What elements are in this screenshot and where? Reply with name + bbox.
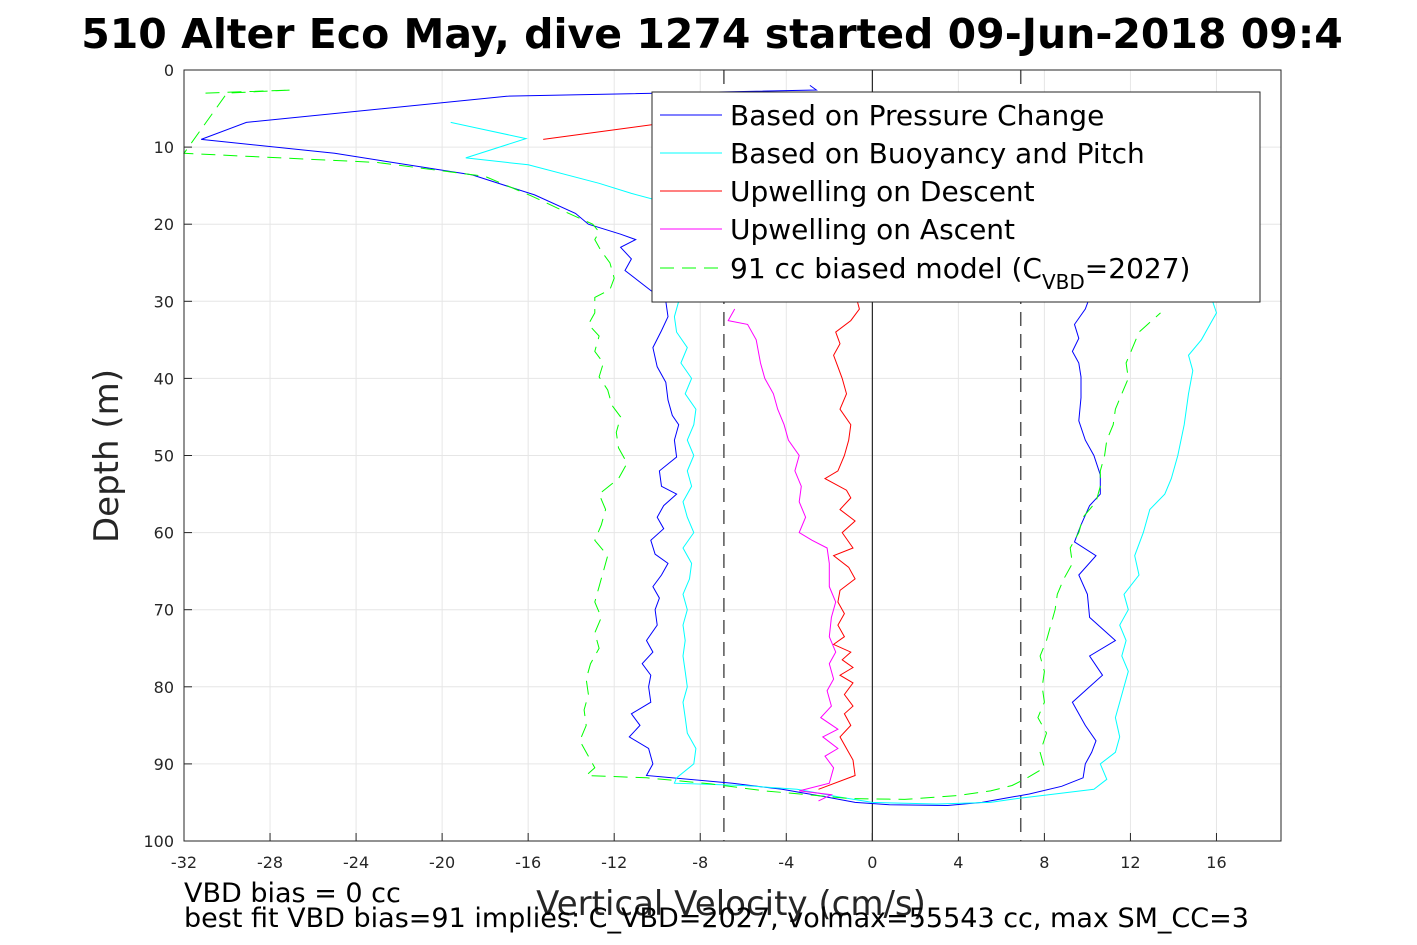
legend-label-biased-model-main: 91 cc biased model (C [730, 252, 1042, 285]
x-tick-label: -28 [257, 853, 283, 872]
x-tick-label: -12 [601, 853, 627, 872]
y-tick-label: 40 [154, 369, 174, 388]
y-tick-label: 10 [154, 138, 174, 157]
y-tick-label: 20 [154, 215, 174, 234]
y-tick-label: 60 [154, 524, 174, 543]
y-tick-label: 50 [154, 447, 174, 466]
legend-label-biased-model-tail: =2027) [1085, 252, 1191, 285]
y-tick-label: 90 [154, 755, 174, 774]
x-axis-label: Vertical Velocity (cm/s) [536, 884, 926, 924]
legend-label-upwelling-ascent: Upwelling on Ascent [730, 213, 1015, 246]
x-tick-label: 16 [1206, 853, 1226, 872]
y-tick-label: 80 [154, 678, 174, 697]
y-tick-label: 70 [154, 601, 174, 620]
x-tick-label: -24 [343, 853, 369, 872]
series-line-3 [727, 308, 839, 802]
series-line-1 [450, 121, 1218, 805]
best-fit-note: best fit VBD bias=91 implies: C_VBD=2027… [184, 903, 1249, 934]
y-axis-label: Depth (m) [87, 369, 127, 543]
vbd-bias-note: VBD bias = 0 cc [184, 878, 401, 909]
x-ticks: -32 -28 -24 -20 -16 -12 -8 -4 0 4 8 12 16 [171, 833, 1227, 872]
x-tick-label: 4 [953, 853, 963, 872]
y-tick-label: 30 [154, 292, 174, 311]
x-tick-label: -32 [171, 853, 197, 872]
x-tick-label: -4 [778, 853, 794, 872]
legend-label-upwelling-descent: Upwelling on Descent [730, 175, 1035, 208]
legend-label-biased-model-sub: VBD [1042, 270, 1085, 294]
legend-label-pressure: Based on Pressure Change [730, 99, 1104, 132]
x-tick-label: -20 [429, 853, 455, 872]
x-tick-label: 12 [1120, 853, 1140, 872]
legend-label-buoyancy: Based on Buoyancy and Pitch [730, 137, 1145, 170]
legend-label-biased-model: 91 cc biased model (CVBD=2027) [730, 252, 1190, 294]
x-tick-label: 0 [867, 853, 877, 872]
series-line-4 [183, 89, 1161, 800]
legend-box [651, 91, 1261, 303]
y-tick-label: 100 [143, 832, 174, 851]
legend: Based on Pressure Change Based on Buoyan… [651, 91, 1261, 303]
chart-title: 510 Alter Eco May, dive 1274 started 09-… [81, 10, 1343, 58]
x-tick-label: -16 [515, 853, 541, 872]
series-line-2 [543, 123, 860, 790]
x-tick-label: -8 [692, 853, 708, 872]
x-tick-label: 8 [1039, 853, 1049, 872]
y-ticks: 0 10 20 30 40 50 60 70 80 90 100 [143, 61, 192, 851]
y-tick-label: 0 [164, 61, 174, 80]
